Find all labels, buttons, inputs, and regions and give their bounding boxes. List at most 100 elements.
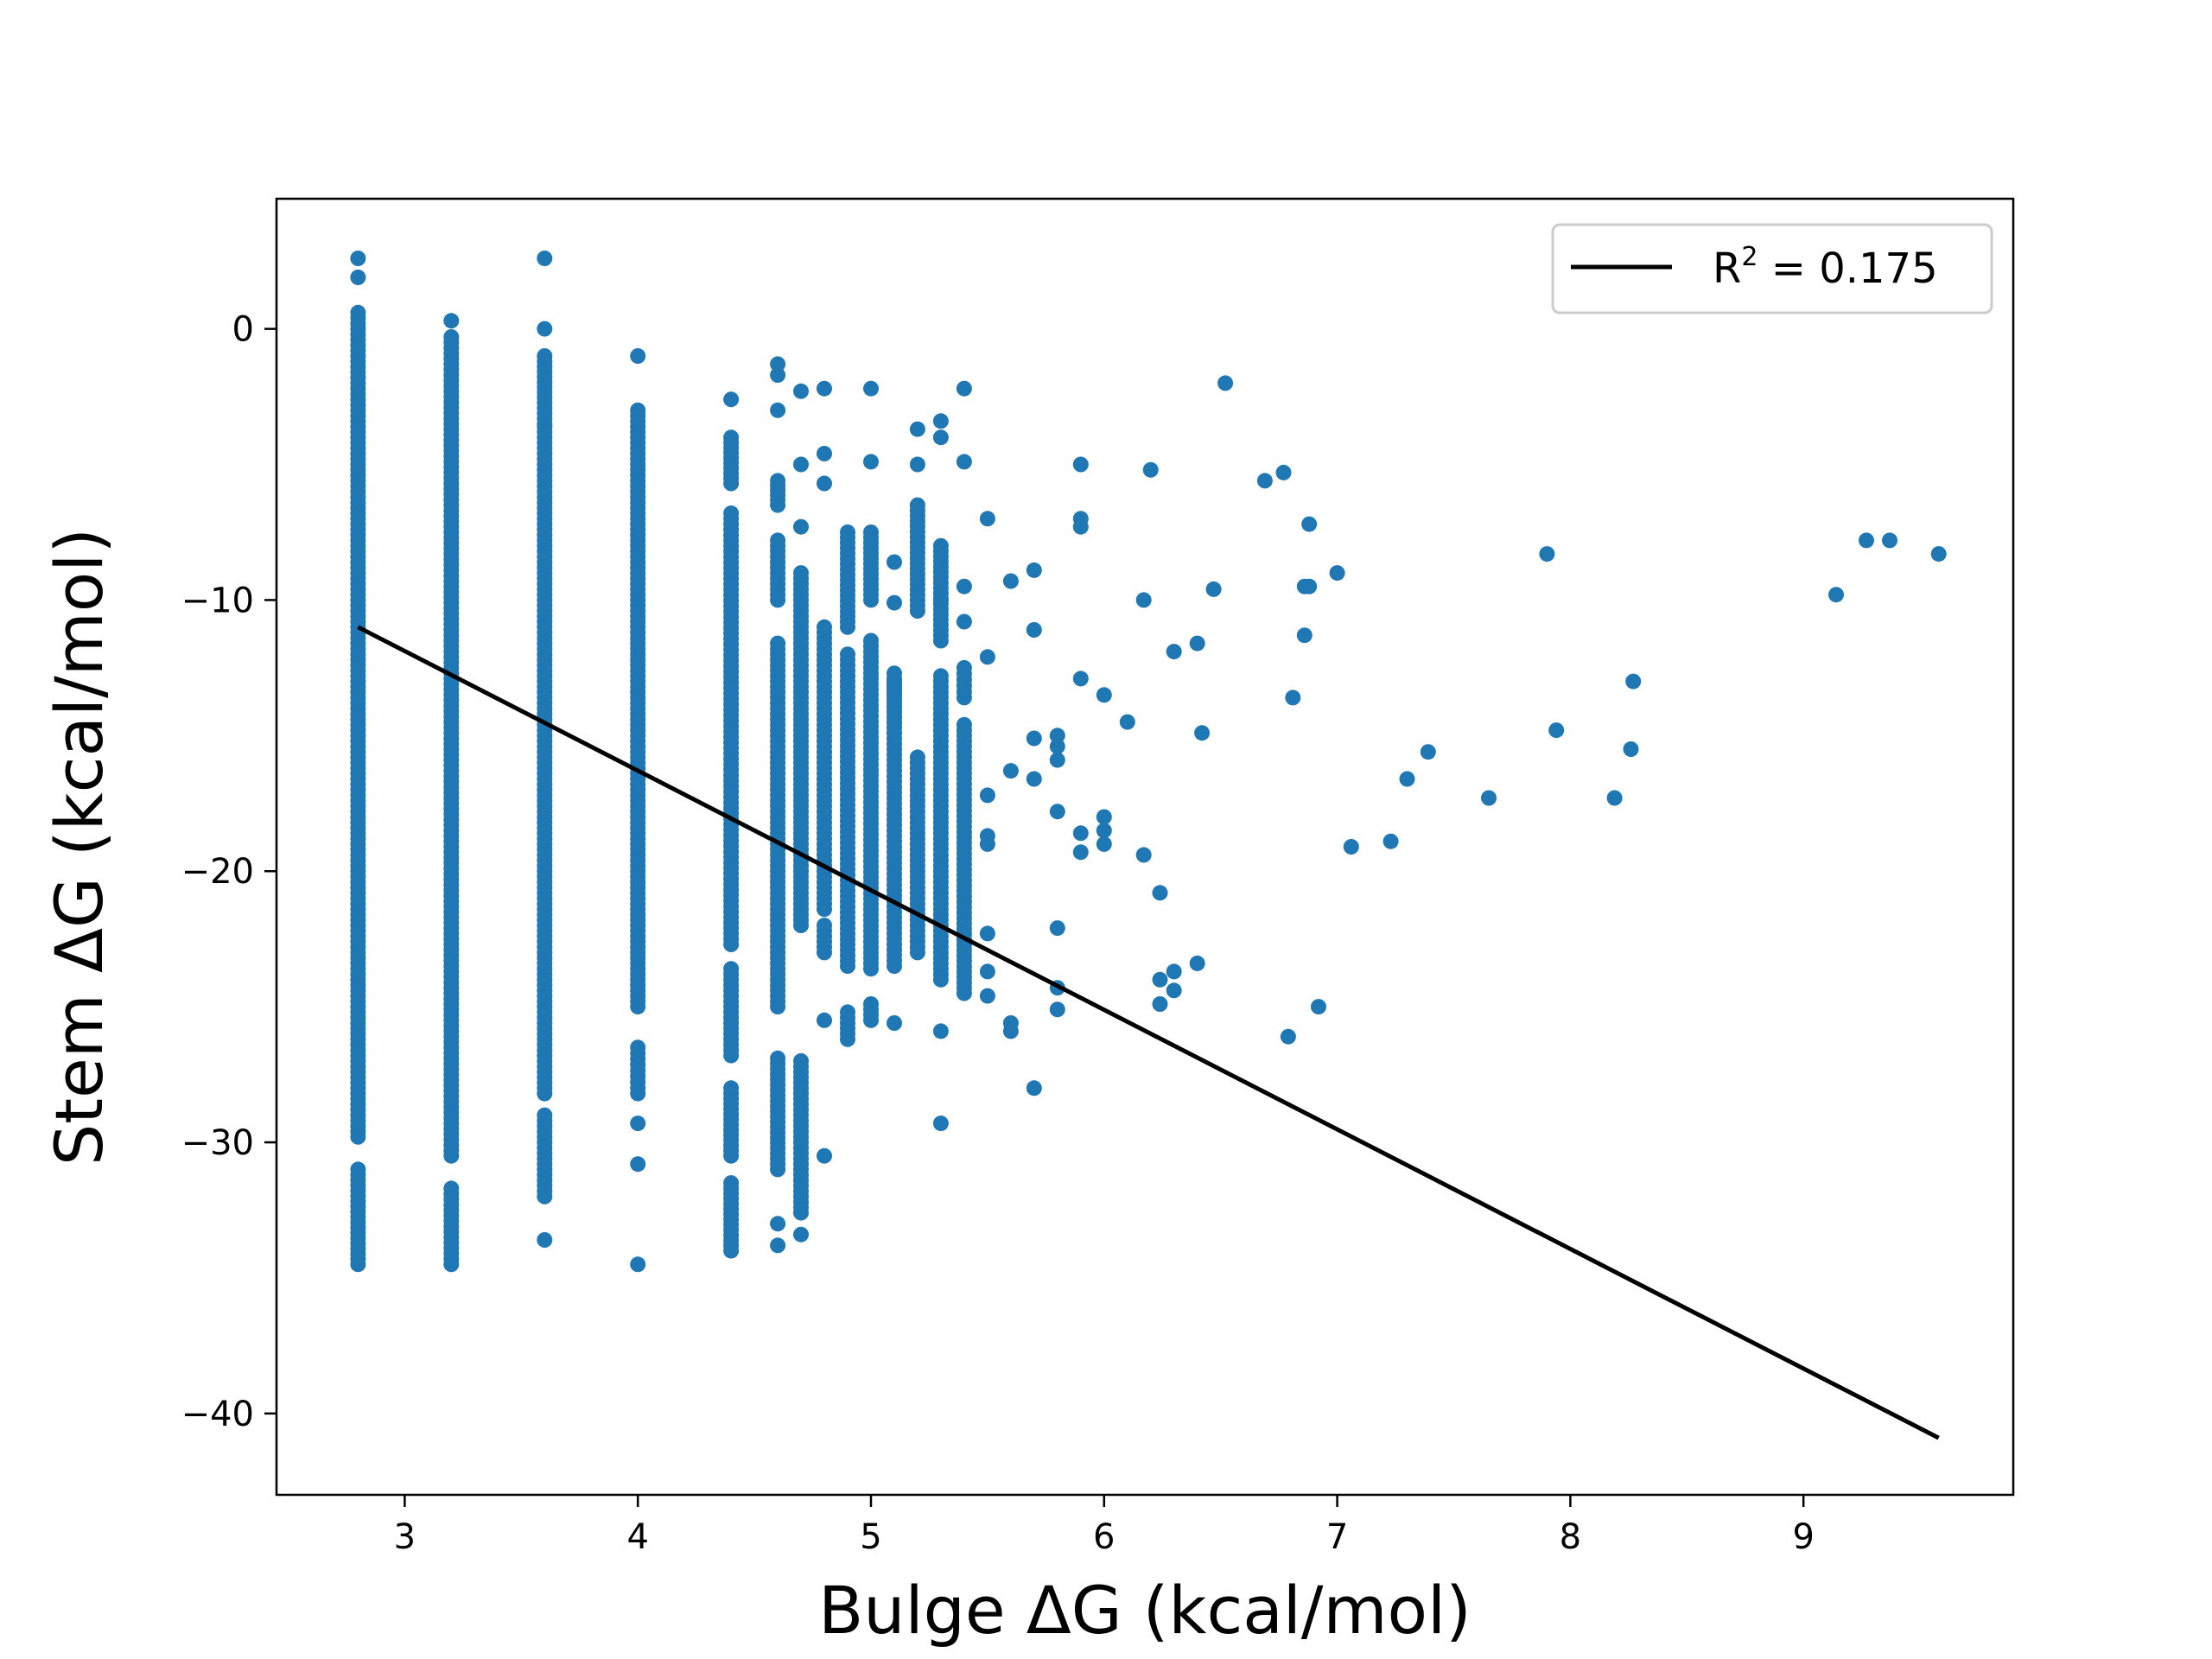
data-point <box>1049 804 1065 820</box>
data-point <box>817 1147 832 1164</box>
data-point <box>887 735 902 752</box>
y-tick-label: 0 <box>232 310 254 350</box>
data-point <box>537 321 553 337</box>
data-point <box>1049 920 1065 937</box>
data-point <box>1026 1080 1042 1096</box>
data-point <box>909 456 925 473</box>
data-point <box>1166 963 1182 980</box>
data-point <box>1205 581 1222 597</box>
data-point <box>932 429 949 446</box>
data-point <box>350 251 366 266</box>
y-tick-label: −10 <box>181 581 254 620</box>
data-point <box>1142 461 1159 478</box>
data-point <box>1828 587 1844 603</box>
data-point <box>979 649 995 665</box>
data-point <box>840 524 855 540</box>
data-point <box>443 329 460 345</box>
data-point <box>863 632 879 649</box>
data-point <box>1382 833 1399 849</box>
x-axis-label: Bulge ΔG (kcal/mol) <box>818 1572 1471 1649</box>
data-point <box>770 635 786 652</box>
data-point <box>1217 375 1234 391</box>
y-tick-label: −20 <box>181 852 254 892</box>
data-point <box>956 613 972 630</box>
data-point <box>956 716 972 733</box>
data-point <box>443 313 460 329</box>
data-point <box>1026 771 1042 787</box>
data-point <box>443 1180 460 1197</box>
data-point <box>770 532 786 549</box>
x-tick-label: 4 <box>626 1517 648 1557</box>
data-point <box>350 1161 366 1178</box>
data-point <box>630 1116 646 1132</box>
data-point <box>979 836 995 852</box>
data-point <box>1096 687 1112 703</box>
data-point <box>1072 456 1089 473</box>
data-point <box>723 391 740 408</box>
data-point <box>1049 728 1065 744</box>
y-axis-label: Stem ΔG (kcal/mol) <box>41 528 118 1166</box>
data-point <box>723 505 740 521</box>
data-point <box>793 565 809 582</box>
data-point <box>1026 622 1042 638</box>
data-point <box>1296 627 1313 644</box>
data-point <box>793 456 809 473</box>
data-point <box>770 1050 786 1066</box>
data-point <box>1481 790 1497 806</box>
data-point <box>1049 738 1065 754</box>
data-point <box>770 473 786 489</box>
data-point <box>840 646 855 663</box>
data-point <box>770 1237 786 1254</box>
data-point <box>770 356 786 372</box>
data-point <box>1135 592 1152 608</box>
fit-line-layer <box>357 625 1940 1440</box>
x-tick-label: 8 <box>1560 1517 1581 1557</box>
legend-frame <box>1551 223 1993 315</box>
data-point <box>770 367 786 383</box>
data-point <box>1002 763 1019 779</box>
data-point <box>817 380 832 397</box>
data-point <box>956 454 972 470</box>
data-point <box>1002 573 1019 589</box>
plot-area-frame <box>275 197 2015 1497</box>
data-point <box>1625 673 1642 690</box>
data-point <box>1049 752 1065 768</box>
data-point <box>1301 516 1318 532</box>
data-point <box>350 270 366 285</box>
data-point <box>630 1039 646 1056</box>
data-point <box>1166 644 1182 660</box>
data-point <box>1072 844 1089 861</box>
data-point <box>956 659 972 676</box>
x-tick-label: 5 <box>860 1517 881 1557</box>
legend-label-prefix: R <box>1713 245 1741 293</box>
data-point <box>909 749 925 766</box>
data-point <box>863 524 879 540</box>
data-point <box>630 348 646 364</box>
data-point <box>1301 578 1318 594</box>
data-point <box>1311 999 1326 1015</box>
data-point <box>979 925 995 942</box>
data-point <box>1256 473 1273 489</box>
data-point <box>537 1232 553 1248</box>
data-point <box>979 963 995 980</box>
data-point <box>1539 546 1555 563</box>
data-point <box>1189 955 1205 971</box>
data-point <box>1152 996 1168 1012</box>
x-tick-label: 3 <box>394 1517 416 1557</box>
data-point <box>887 554 902 570</box>
data-point <box>1399 771 1415 787</box>
data-point <box>793 1052 809 1069</box>
data-point <box>1135 847 1152 863</box>
data-point <box>1026 730 1042 747</box>
data-point <box>723 1175 740 1192</box>
data-point <box>1275 464 1292 480</box>
data-point <box>979 988 995 1004</box>
data-point <box>537 251 553 266</box>
data-point <box>1548 722 1565 739</box>
data-point <box>1026 562 1042 578</box>
data-point <box>793 383 809 399</box>
data-point <box>817 475 832 492</box>
data-point <box>537 348 553 364</box>
data-point <box>723 429 740 446</box>
